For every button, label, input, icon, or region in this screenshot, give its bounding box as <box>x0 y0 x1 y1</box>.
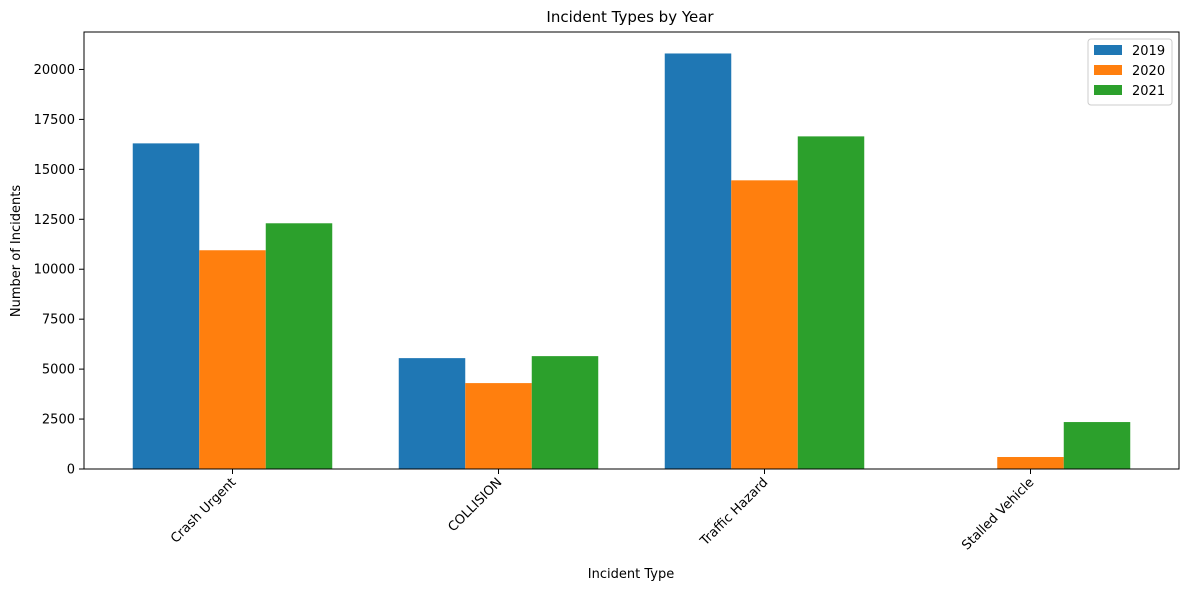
bar-2020-collision <box>465 383 532 469</box>
y-tick-label: 12500 <box>34 213 75 228</box>
y-tick-label: 15000 <box>34 163 75 178</box>
axes-layer <box>83 31 1180 470</box>
chart-title: Incident Types by Year <box>546 8 714 26</box>
y-axis-title: Number of Incidents <box>9 185 24 317</box>
bar-2021-traffic-hazard <box>797 136 865 470</box>
bar-2020-stalled-vehicle <box>997 457 1064 469</box>
plot-frame <box>83 31 1180 470</box>
legend-label: 2020 <box>1132 64 1165 79</box>
y-tick-label: 2500 <box>42 413 75 428</box>
y-tick-label: 10000 <box>34 263 75 278</box>
bar-2019-collision <box>398 358 466 469</box>
legend: 2019 2020 2021 <box>1087 38 1173 106</box>
bars-layer <box>132 53 1131 470</box>
bar-2021-crash-urgent <box>265 223 333 469</box>
legend-swatch <box>1094 85 1122 95</box>
bar-2020-traffic-hazard <box>731 180 798 469</box>
bar-2021-collision <box>531 356 599 469</box>
legend-label: 2021 <box>1132 84 1165 99</box>
legend-swatch <box>1094 65 1122 75</box>
legend-label: 2019 <box>1132 44 1165 59</box>
y-tick-label: 0 <box>67 463 75 478</box>
bar-2019-crash-urgent <box>132 143 200 470</box>
x-axis-title: Incident Type <box>588 567 674 582</box>
bar-2019-traffic-hazard <box>664 53 732 469</box>
y-tick-label: 20000 <box>34 63 75 78</box>
legend-swatch <box>1094 45 1122 55</box>
y-tick-label: 5000 <box>42 363 75 378</box>
y-tick-label: 17500 <box>34 113 75 128</box>
bar-2020-crash-urgent <box>199 250 266 469</box>
bar-2021-stalled-vehicle <box>1063 422 1131 469</box>
y-tick-label: 7500 <box>42 313 75 328</box>
